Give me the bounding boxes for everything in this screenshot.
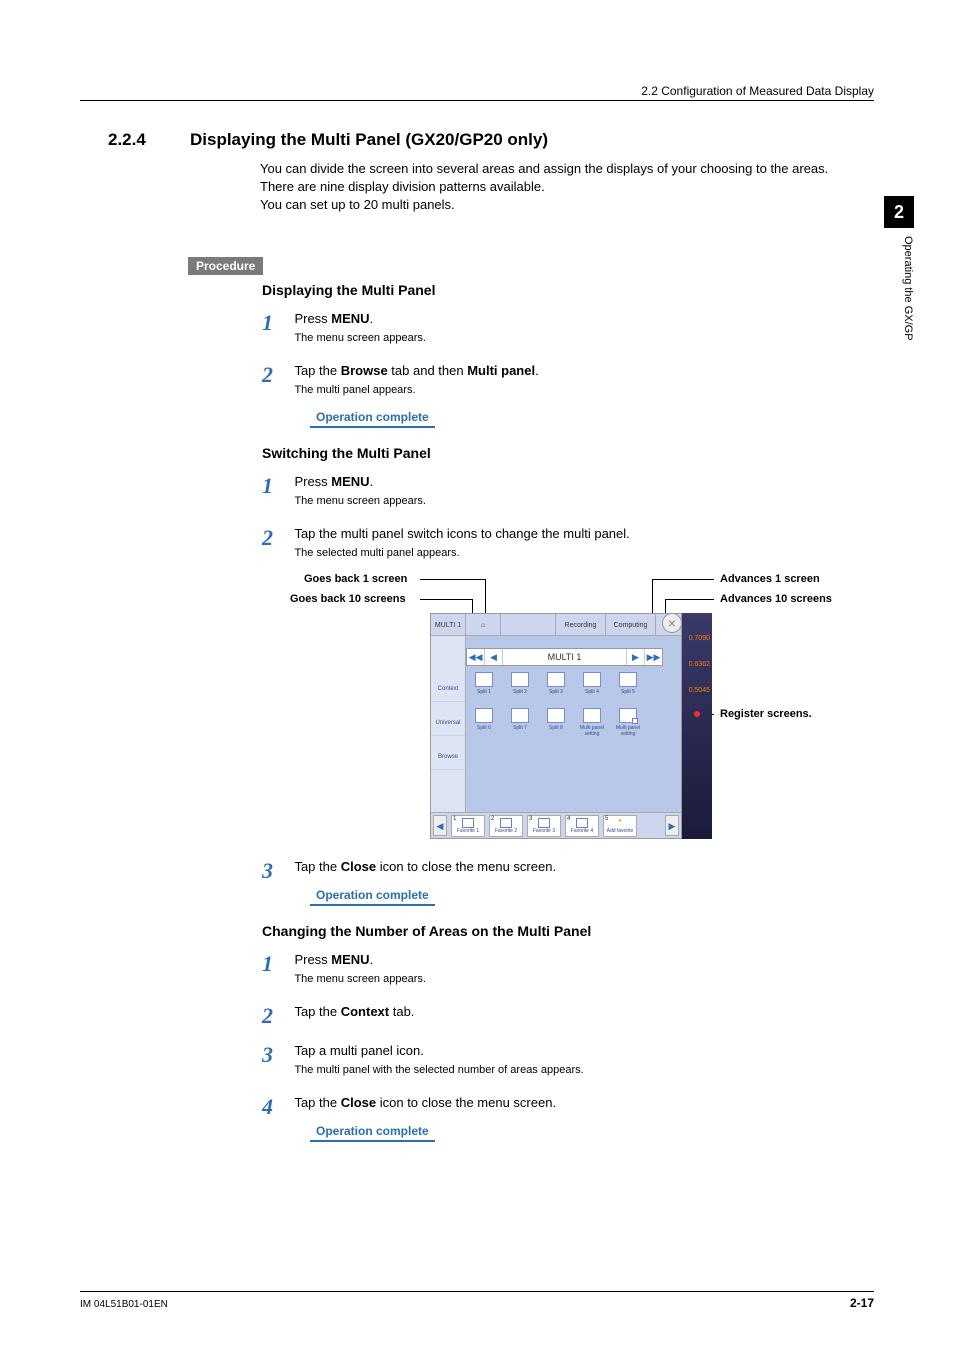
subhead-switching: Switching the Multi Panel <box>262 445 431 461</box>
fig-value: 0.5045 <box>689 687 710 694</box>
step-body: Press MENU. The menu screen appears. <box>294 951 814 988</box>
fig-tab-context[interactable]: Context <box>431 668 465 702</box>
fig-split-4[interactable]: Split 4 <box>578 672 606 702</box>
callout-line <box>665 599 714 600</box>
fig-nav-fwd-10[interactable]: ▶▶ <box>644 649 662 665</box>
subhead-displaying: Displaying the Multi Panel <box>262 282 435 298</box>
fig-top-computing[interactable]: Computing <box>606 614 656 636</box>
callout-fwd-1: Advances 1 screen <box>720 573 820 585</box>
fig-fav-4[interactable]: 4Favorite 4 <box>565 815 599 837</box>
footer-doc-id: IM 04L51B01-01EN <box>80 1299 168 1310</box>
section-number: 2.2.4 <box>108 130 146 150</box>
fig-register-icon[interactable]: Multi panel setting <box>614 708 642 738</box>
procedure-label: Procedure <box>188 257 263 275</box>
step-body: Press MENU. The menu screen appears. <box>294 473 814 510</box>
fig-fav-next[interactable]: ▶ <box>665 815 679 836</box>
step-number: 2 <box>262 362 290 388</box>
intro-line: There are nine display division patterns… <box>260 179 545 194</box>
fig-top-cell[interactable] <box>501 614 556 636</box>
header-rule <box>80 100 874 101</box>
step-number: 1 <box>262 473 290 499</box>
chapter-tab: 2 <box>884 196 914 228</box>
figure-menu-screenshot: MULTI 1 ⌂ Recording Computing × Context … <box>430 613 682 839</box>
fig-value: 0.7090 <box>689 635 710 642</box>
step-body: Tap the Close icon to close the menu scr… <box>294 858 814 876</box>
fig-split-3[interactable]: Split 3 <box>542 672 570 702</box>
step-body: Tap the Close icon to close the menu scr… <box>294 1094 814 1112</box>
fig-value: 0.6362 <box>689 661 710 668</box>
fig-favorites-bar: ◀ 1Favorite 1 2Favorite 2 3Favorite 3 4F… <box>431 812 681 838</box>
operation-complete: Operation complete <box>310 1124 435 1142</box>
intro-line: You can set up to 20 multi panels. <box>260 197 455 212</box>
step-body: Tap a multi panel icon. The multi panel … <box>294 1042 814 1079</box>
step-number: 1 <box>262 951 290 977</box>
fig-split-grid: Split 1 Split 2 Split 3 Split 4 Split 5 … <box>470 672 661 750</box>
fig-nav-back-1[interactable]: ◀ <box>485 649 503 665</box>
callout-back-1: Goes back 1 screen <box>304 573 407 585</box>
fig-home-icon[interactable]: ⌂ <box>466 614 501 636</box>
step: 4 Tap the Close icon to close the menu s… <box>262 1094 814 1120</box>
step: 1 Press MENU. The menu screen appears. <box>262 951 814 988</box>
fig-fav-2[interactable]: 2Favorite 2 <box>489 815 523 837</box>
step-number: 3 <box>262 858 290 884</box>
fig-split-5[interactable]: Split 5 <box>614 672 642 702</box>
fig-split-1[interactable]: Split 1 <box>470 672 498 702</box>
operation-complete: Operation complete <box>310 888 435 906</box>
fig-nav-back-10[interactable]: ◀◀ <box>467 649 485 665</box>
page: 2.2 Configuration of Measured Data Displ… <box>0 0 954 1350</box>
step-number: 2 <box>262 1003 290 1029</box>
step: 2 Tap the Browse tab and then Multi pane… <box>262 362 814 399</box>
chapter-tab-label: Operating the GX/GP <box>884 236 914 341</box>
step-number: 1 <box>262 310 290 336</box>
fig-split-8[interactable]: Split 8 <box>542 708 570 738</box>
fig-close-icon[interactable]: × <box>662 613 682 633</box>
fig-split-2[interactable]: Split 2 <box>506 672 534 702</box>
fig-left-tabs: Context Universal Browse <box>431 636 466 812</box>
footer-page-number: 2-17 <box>850 1296 874 1310</box>
fig-tab-universal[interactable]: Universal <box>431 702 465 736</box>
fig-right-data-strip: 0.7090 0.6362 0.5045 <box>682 613 712 839</box>
step: 1 Press MENU. The menu screen appears. <box>262 473 814 510</box>
fig-navbar: ◀◀ ◀ MULTI 1 ▶ ▶▶ <box>466 648 663 666</box>
fig-split-7[interactable]: Split 7 <box>506 708 534 738</box>
step: 2 Tap the multi panel switch icons to ch… <box>262 525 814 562</box>
fig-red-dot <box>694 711 700 717</box>
fig-top-multi-label: MULTI 1 <box>431 614 466 636</box>
fig-split-9[interactable]: Multi panel setting <box>578 708 606 738</box>
callout-line <box>420 579 485 580</box>
step: 1 Press MENU. The menu screen appears. <box>262 310 814 347</box>
fig-fav-prev[interactable]: ◀ <box>433 815 447 836</box>
intro-line: You can divide the screen into several a… <box>260 161 828 176</box>
fig-fav-add[interactable]: 5★Add favorite <box>603 815 637 837</box>
step: 3 Tap the Close icon to close the menu s… <box>262 858 814 884</box>
operation-complete: Operation complete <box>310 410 435 428</box>
step-number: 2 <box>262 525 290 551</box>
step: 3 Tap a multi panel icon. The multi pane… <box>262 1042 814 1079</box>
step-body: Tap the Context tab. <box>294 1003 814 1021</box>
callout-fwd-10: Advances 10 screens <box>720 593 832 605</box>
intro-text: You can divide the screen into several a… <box>260 160 840 215</box>
callout-register: Register screens. <box>720 708 812 720</box>
subhead-changing: Changing the Number of Areas on the Mult… <box>262 923 591 939</box>
footer-rule <box>80 1291 874 1292</box>
fig-nav-title: MULTI 1 <box>503 652 626 662</box>
fig-nav-fwd-1[interactable]: ▶ <box>626 649 644 665</box>
header-section-path: 2.2 Configuration of Measured Data Displ… <box>641 84 874 98</box>
step-body: Press MENU. The menu screen appears. <box>294 310 814 347</box>
step-body: Tap the Browse tab and then Multi panel.… <box>294 362 814 399</box>
step: 2 Tap the Context tab. <box>262 1003 814 1029</box>
callout-line <box>420 599 472 600</box>
section-title: Displaying the Multi Panel (GX20/GP20 on… <box>190 130 548 150</box>
fig-top-recording[interactable]: Recording <box>556 614 606 636</box>
step-number: 3 <box>262 1042 290 1068</box>
fig-topbar: MULTI 1 ⌂ Recording Computing × <box>431 614 681 636</box>
fig-fav-3[interactable]: 3Favorite 3 <box>527 815 561 837</box>
fig-split-6[interactable]: Split 6 <box>470 708 498 738</box>
fig-fav-1[interactable]: 1Favorite 1 <box>451 815 485 837</box>
step-number: 4 <box>262 1094 290 1120</box>
callout-line <box>652 579 714 580</box>
step-body: Tap the multi panel switch icons to chan… <box>294 525 814 562</box>
fig-tab-browse[interactable]: Browse <box>431 736 465 770</box>
callout-back-10: Goes back 10 screens <box>290 593 406 605</box>
